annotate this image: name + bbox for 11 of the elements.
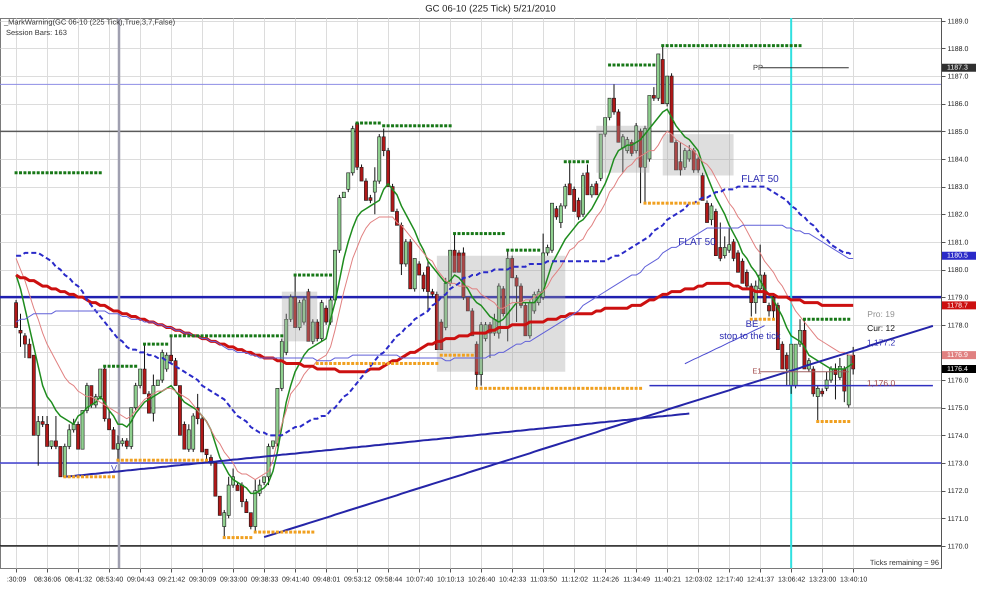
line-series <box>684 325 766 364</box>
annotation: Pro: 19 <box>867 309 895 319</box>
candlestick <box>722 236 727 259</box>
chart-title: GC 06-10 (225 Tick) 5/21/2010 <box>425 3 556 14</box>
candlestick <box>89 385 94 408</box>
annotation: Cur: 12 <box>867 323 896 333</box>
candlestick <box>594 180 598 196</box>
candlestick <box>18 313 22 348</box>
candlestick <box>682 147 687 171</box>
annotation: FLAT 50 <box>741 174 780 185</box>
annotation: BE <box>746 319 758 330</box>
